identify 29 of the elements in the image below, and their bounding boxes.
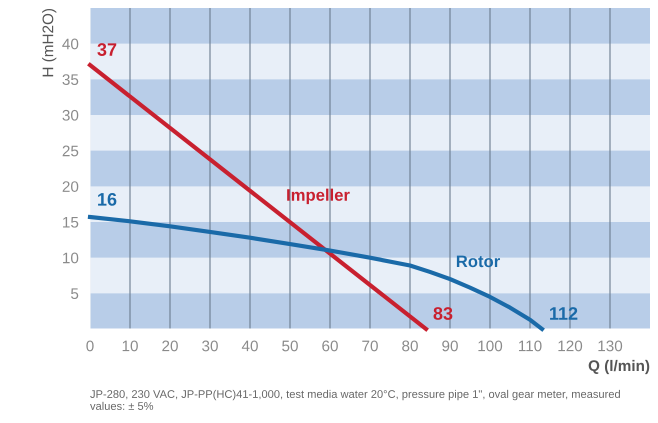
x-tick-label: 60 bbox=[322, 340, 338, 352]
x-tick-label: 0 bbox=[86, 340, 94, 352]
x-tick-label: 50 bbox=[282, 340, 298, 352]
x-tick-label: 20 bbox=[162, 340, 178, 352]
x-tick-label: 90 bbox=[442, 340, 458, 352]
line-series bbox=[88, 214, 544, 332]
x-tick-label: 100 bbox=[478, 340, 502, 352]
y-tick-label: 15 bbox=[63, 217, 78, 228]
x-tick-label: 80 bbox=[402, 340, 418, 352]
text: JP-280, 230 VAC, JP-PP(HC)41-1,000, test media water 20°C, pressure pipe 1", oval gear meter, measured values: ± 5% bbox=[90, 390, 620, 410]
y-tick-label: 25 bbox=[62, 146, 78, 156]
y-tick-label: 20 bbox=[62, 181, 78, 192]
x-axis-title: Q (l/min) bbox=[588, 360, 650, 374]
x-tick-label: 70 bbox=[362, 340, 378, 352]
y-tick-label: 5 bbox=[71, 288, 78, 300]
annotation: 83 bbox=[434, 307, 452, 320]
y-tick-label: 10 bbox=[63, 252, 78, 264]
x-tick-label: 30 bbox=[202, 340, 218, 352]
y-tick-label: 35 bbox=[62, 74, 78, 86]
x-tick-label: 110 bbox=[518, 340, 542, 352]
x-tick-label: 120 bbox=[558, 340, 582, 352]
y-tick-label: 30 bbox=[62, 110, 78, 121]
annotation: 16 bbox=[98, 192, 116, 206]
x-tick-label: 130 bbox=[598, 340, 622, 352]
y-tick-label: 40 bbox=[62, 38, 78, 50]
x-tick-label: 40 bbox=[242, 340, 258, 352]
x-tick-label: 10 bbox=[122, 340, 138, 352]
annotation: 37 bbox=[97, 43, 116, 56]
y-axis-title: H (mH2O) bbox=[42, 8, 56, 76]
